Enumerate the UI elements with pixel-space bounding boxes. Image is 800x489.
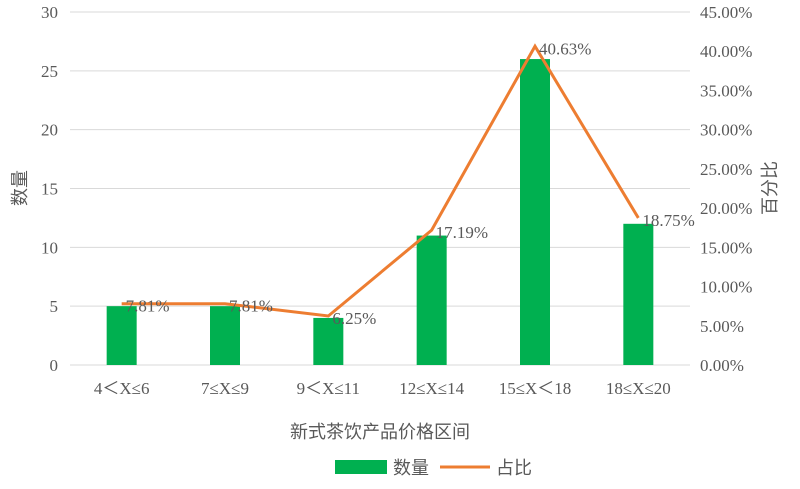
y-tick-label: 5 (50, 297, 59, 316)
y2-tick-label: 0.00% (700, 356, 744, 375)
x-tick-label: 18≤X≤20 (606, 379, 671, 398)
x-tick-label: 9＜X≤11 (297, 379, 360, 398)
x-tick-label: 7≤X≤9 (201, 379, 249, 398)
x-tick-label: 15≤X＜18 (499, 379, 572, 398)
bar (210, 306, 240, 365)
legend-label: 占比 (496, 458, 532, 478)
bar (313, 317, 344, 365)
legend-label: 数量 (393, 458, 429, 478)
x-tick-label: 4＜X≤6 (94, 379, 150, 398)
y2-axis-title: 百分比 (760, 161, 780, 215)
data-label: 40.63% (539, 39, 591, 58)
data-label: 6.25% (332, 309, 376, 328)
bar (623, 223, 654, 365)
y2-tick-label: 45.00% (700, 3, 752, 22)
y-axis-title: 数量 (10, 170, 30, 206)
bar (106, 306, 137, 365)
y-tick-label: 10 (41, 238, 58, 257)
data-label: 17.19% (436, 223, 488, 242)
y-tick-label: 15 (41, 180, 58, 199)
y2-tick-label: 35.00% (700, 81, 752, 100)
y2-tick-label: 30.00% (700, 121, 752, 140)
line-series (121, 43, 640, 318)
y-tick-label: 30 (41, 3, 58, 22)
y-tick-label: 25 (41, 62, 58, 81)
y2-tick-label: 15.00% (700, 238, 752, 257)
y2-tick-label: 10.00% (700, 278, 752, 297)
x-axis-title: 新式茶饮产品价格区间 (290, 422, 470, 442)
legend-bar-swatch (335, 460, 387, 474)
y-tick-label: 0 (50, 356, 59, 375)
data-label: 7.81% (229, 297, 273, 316)
bar (520, 59, 550, 366)
y2-tick-label: 25.00% (700, 160, 752, 179)
y2-tick-label: 20.00% (700, 199, 752, 218)
y2-tick-label: 40.00% (700, 42, 752, 61)
bar (416, 235, 447, 365)
y2-tick-label: 5.00% (700, 317, 744, 336)
y-tick-label: 20 (41, 121, 58, 140)
data-label: 7.81% (126, 297, 170, 316)
x-tick-label: 12≤X≤14 (399, 379, 464, 398)
data-label: 18.75% (642, 211, 694, 230)
